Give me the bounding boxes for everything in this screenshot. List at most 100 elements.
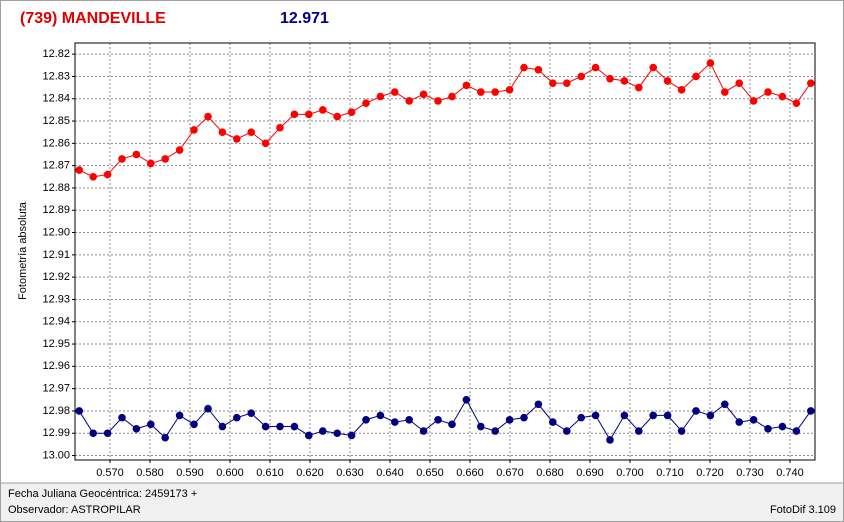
y-axis-label: Fotometría absoluta [17,201,29,300]
x-tick-label: 0.680 [536,467,564,479]
data-point [677,86,686,94]
data-point [778,92,787,101]
y-tick-label: 12.97 [42,383,70,395]
software: FotoDif 3.109 [770,504,836,516]
y-tick-label: 12.90 [42,226,70,238]
data-point [204,404,212,413]
data-point [663,411,672,420]
data-point [448,92,456,101]
y-tick-label: 12.87 [42,160,70,172]
data-point [391,418,399,426]
plot-area [75,43,815,460]
series-line [78,398,812,441]
data-point [147,420,155,429]
data-point [190,420,198,429]
x-axis-label: Fecha Juliana Geocéntrica: 2459173 + [8,488,197,500]
data-point [247,128,255,136]
data-point [347,108,356,116]
data-point [721,400,729,409]
data-point [190,126,198,134]
data-point [635,427,643,435]
y-tick-label: 13.00 [42,449,70,461]
x-tick-label: 0.580 [136,467,164,479]
data-point [89,429,97,438]
data-point [75,166,83,174]
data-point [764,424,772,433]
data-point [204,112,212,121]
data-point [649,63,657,72]
data-point [491,427,500,435]
data-point [807,407,815,415]
y-tick-label: 12.85 [42,115,70,127]
data-point [103,170,112,179]
y-tick-label: 12.91 [42,249,70,261]
data-point [764,88,772,96]
data-point [419,90,428,99]
data-point [563,427,571,435]
data-point [376,411,385,420]
data-point [620,411,629,420]
data-point [563,79,571,87]
x-tick-label: 0.620 [296,467,324,479]
x-tick-label: 0.570 [96,467,124,479]
data-point [103,429,112,438]
data-point [218,128,227,136]
plot-border [74,42,816,461]
data-point [434,416,442,424]
data-point [749,416,758,424]
x-tick-label: 0.640 [376,467,404,479]
data-point [175,146,184,154]
data-point [706,411,715,420]
data-point [534,65,543,74]
data-point [261,422,270,431]
data-point [620,77,629,85]
data-point [477,88,485,96]
x-tick-label: 0.730 [736,467,764,479]
data-point [792,99,801,108]
data-point [549,418,557,426]
data-point [462,395,471,404]
data-point [534,400,543,409]
y-tick-label: 12.86 [42,137,70,149]
data-point [591,411,600,420]
footer-panel [1,483,843,521]
data-point [290,110,299,119]
x-tick-label: 0.710 [656,467,684,479]
data-point [305,110,313,119]
data-point [147,159,155,168]
data-point [376,92,385,101]
x-tick-label: 0.700 [616,467,644,479]
x-tick-label: 0.740 [776,467,804,479]
data-point [721,88,729,96]
data-point [161,433,169,442]
x-tick-label: 0.720 [696,467,724,479]
y-tick-label: 12.88 [42,182,70,194]
data-point [319,106,327,114]
y-tick-label: 12.94 [42,316,70,328]
data-point [778,422,787,431]
data-point [505,416,514,424]
data-point [462,81,471,90]
data-point [635,83,643,92]
x-tick-label: 0.600 [216,467,244,479]
data-point [75,407,83,415]
data-point [276,422,284,431]
data-point [319,427,327,435]
data-point [606,436,614,444]
data-point [218,422,227,431]
data-point [692,407,700,415]
y-tick-label: 12.96 [42,360,70,372]
data-point [505,86,514,94]
data-point [792,427,801,435]
data-point [577,72,585,81]
data-point [132,424,141,433]
data-point [333,429,342,438]
data-point [549,79,557,87]
x-tick-label: 0.610 [256,467,284,479]
data-point [362,416,370,424]
x-tick-label: 0.660 [456,467,484,479]
data-point [290,422,299,431]
series-line [78,62,812,178]
data-point [663,77,672,85]
